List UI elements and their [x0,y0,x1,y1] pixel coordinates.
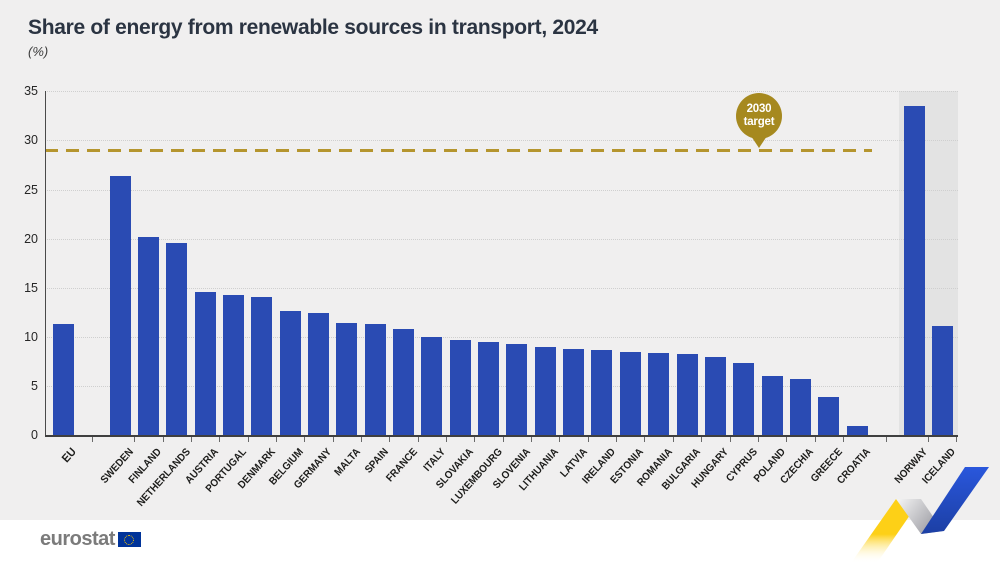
bar-cyprus [733,363,755,435]
gridline-15 [45,287,958,289]
bar-slovenia [506,343,528,435]
bar-belgium [279,311,301,435]
bar-sweden [109,175,131,435]
bar-greece [818,396,840,435]
x-tick [644,437,646,442]
x-tick [162,437,164,442]
bar-malta [336,323,358,435]
y-tick-label-10: 10 [24,329,38,344]
target-badge-word: target [743,116,775,128]
x-tick [559,437,561,442]
gridline-5 [45,385,958,387]
x-axis [45,435,958,437]
bar-iceland [931,325,953,435]
page-title: Share of energy from renewable sources i… [28,16,598,39]
x-tick [502,437,504,442]
y-tick-label-20: 20 [24,231,38,246]
x-tick [928,437,929,442]
x-tick [885,437,887,442]
x-tick [332,437,334,442]
bar-croatia [846,426,868,435]
bar-romania [648,352,670,435]
bar-germany [307,313,329,435]
bar-portugal [222,294,244,435]
bar-norway [903,106,925,435]
eurostat-logo-text: eurostat [40,528,115,550]
bar-italy [421,336,443,435]
bar-latvia [563,348,585,435]
x-tick [247,437,249,442]
x-tick [360,437,362,442]
x-tick [729,437,731,442]
target-badge-year: 2030 [746,103,772,115]
footer [0,520,1000,563]
bar-czechia [789,379,811,435]
bar-finland [137,236,159,435]
x-tick [474,437,476,442]
x-tick [956,437,958,442]
x-tick [757,437,759,442]
x-tick [389,437,391,442]
x-tick [417,437,419,442]
x-tick [304,437,306,442]
bar-ireland [591,349,613,435]
bar-slovakia [449,339,471,435]
x-tick [91,437,93,442]
bar-austria [194,291,216,435]
target-line-2030 [45,149,872,152]
bar-luxembourg [478,341,500,435]
x-tick [814,437,816,442]
x-tick [616,437,618,442]
x-tick [219,437,221,442]
x-tick [842,437,844,442]
bar-estonia [619,351,641,435]
y-axis [45,91,46,436]
x-tick [531,437,533,442]
y-tick-label-0: 0 [31,428,38,442]
bar-lithuania [534,346,556,435]
bar-eu [52,324,74,435]
gridline-35 [45,91,958,93]
bar-denmark [251,296,273,435]
x-tick [786,437,788,442]
bar-chart: 0 5 10 15 20 25 30 35 EU Sweden Finland Netherland… [24,84,958,509]
x-tick [446,437,448,442]
target-badge: 2030 target [736,93,782,139]
eu-flag-stars-icon [124,534,135,545]
bar-netherlands [166,242,188,435]
bar-france [393,328,414,435]
y-tick-label-5: 5 [31,378,38,393]
x-tick [134,437,136,442]
x-tick [275,437,277,442]
x-tick [672,437,674,442]
x-tick [587,437,589,442]
y-tick-label-30: 30 [24,133,38,148]
bar-bulgaria [676,354,698,435]
y-tick-label-35: 35 [24,84,38,99]
bar-spain [364,324,386,435]
target-badge-pointer-icon [751,136,767,148]
x-tick [701,437,703,442]
eurostat-logo: eurostat [40,528,141,551]
eu-flag-icon [117,532,141,547]
y-tick-label-15: 15 [24,280,38,295]
bar-hungary [704,357,726,435]
page-subtitle: (%) [28,44,49,59]
gridline-20 [45,238,958,240]
gridline-25 [45,189,958,191]
x-tick [190,437,192,442]
bar-poland [761,376,783,435]
gridline-30 [45,140,958,142]
y-tick-label-25: 25 [24,182,38,197]
gridline-10 [45,336,958,338]
